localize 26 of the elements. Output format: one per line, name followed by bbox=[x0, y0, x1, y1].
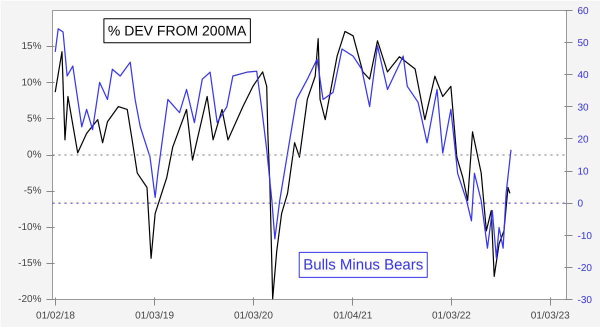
y-tick-label: -20% bbox=[18, 294, 42, 305]
x-tick-label: 01/03/23 bbox=[530, 310, 570, 322]
y-tick-label: 0% bbox=[27, 150, 42, 160]
text: Bulls Minus Bears bbox=[303, 256, 424, 274]
y-tick-label: 15% bbox=[21, 41, 42, 52]
y2-tick-label: 50 bbox=[578, 38, 590, 50]
y2-tick-label: 20 bbox=[578, 134, 590, 146]
y-tick-label: 10% bbox=[21, 77, 42, 88]
x-tick-label: 01/03/20 bbox=[234, 310, 274, 322]
y2-tick-label: -30 bbox=[578, 295, 592, 306]
y2-tick-label: -20 bbox=[578, 262, 592, 274]
x-tick-label: 01/03/19 bbox=[135, 310, 174, 322]
y-tick-label: 5% bbox=[27, 113, 42, 124]
x-tick-label: 01/03/22 bbox=[432, 310, 472, 322]
y-tick-label: -5% bbox=[24, 186, 42, 197]
x-tick-label: 01/04/21 bbox=[333, 310, 373, 322]
y2-tick-label: 10 bbox=[578, 166, 590, 178]
y2-tick-label: 60 bbox=[578, 6, 590, 17]
y2-tick-label: 30 bbox=[578, 102, 590, 114]
y-tick-label: -10% bbox=[18, 222, 42, 233]
y2-tick-label: 40 bbox=[578, 70, 590, 82]
x-tick-label: 01/02/18 bbox=[36, 310, 76, 322]
y2-tick-label: -10 bbox=[578, 230, 592, 242]
y-tick-label: -15% bbox=[18, 258, 42, 269]
y2-tick-label: 0 bbox=[578, 198, 584, 210]
text: % DEV FROM 200MA bbox=[108, 22, 248, 39]
